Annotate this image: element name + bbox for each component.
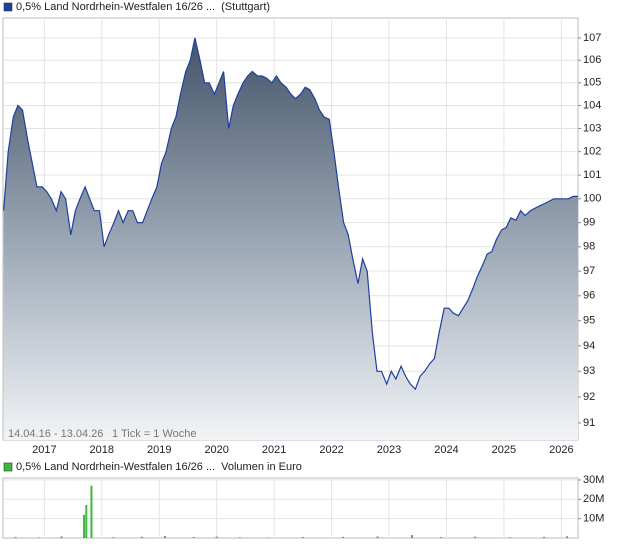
volume-bar: [508, 537, 511, 538]
x-tick-label: 2021: [262, 444, 286, 456]
price-area: [3, 37, 579, 441]
volume-bar: [439, 537, 442, 538]
y-tick-label: 107: [583, 32, 601, 44]
annotation: 1 Tick = 1 Woche: [112, 428, 196, 440]
legend-swatch: [3, 2, 13, 12]
x-tick-label: 2018: [90, 444, 114, 456]
y-tick-label: 94: [583, 340, 595, 352]
y-tick-label: 101: [583, 169, 601, 181]
x-tick-label: 2022: [319, 444, 343, 456]
volume-bar: [37, 537, 40, 538]
y-tick-label: 93: [583, 365, 595, 377]
y-tick-label: 98: [583, 241, 595, 253]
volume-bar: [192, 537, 195, 538]
x-tick-label: 2024: [434, 444, 458, 456]
x-tick-label: 2020: [204, 444, 228, 456]
volume-bar: [141, 536, 144, 538]
volume-bar: [410, 535, 413, 538]
volume-bar: [90, 485, 93, 538]
y-tick-label: 20M: [583, 493, 604, 505]
volume-bar: [82, 514, 85, 538]
legend-swatch: [3, 462, 13, 472]
volume-bar: [85, 505, 88, 538]
volume-bar: [474, 536, 477, 538]
y-tick-label: 92: [583, 391, 595, 403]
volume-bar: [215, 536, 218, 538]
legend-title: 0,5% Land Nordrhein-Westfalen 16/26 ...: [16, 1, 215, 13]
volume-bar: [14, 537, 17, 538]
volume-bar: [543, 536, 546, 538]
y-tick-label: 100: [583, 193, 601, 205]
volume-bar: [238, 537, 241, 538]
y-tick-label: 102: [583, 146, 601, 158]
y-tick-label: 91: [583, 417, 595, 429]
y-tick-label: 99: [583, 217, 595, 229]
plot-area: [2, 477, 579, 539]
x-tick-label: 2017: [32, 444, 56, 456]
volume-bar: [342, 536, 345, 538]
volume-bar: [376, 536, 379, 538]
annotation: 14.04.16 - 13.04.26: [8, 428, 103, 440]
legend-subtitle: (Stuttgart): [221, 1, 270, 13]
y-tick-label: 10M: [583, 513, 604, 525]
y-tick-label: 104: [583, 99, 601, 111]
y-tick-label: 103: [583, 122, 601, 134]
y-tick-label: 97: [583, 265, 595, 277]
y-tick-label: 105: [583, 77, 601, 89]
volume-bar: [267, 537, 270, 538]
volume-bar: [163, 536, 166, 538]
x-tick-label: 2025: [492, 444, 516, 456]
legend-subtitle: Volumen in Euro: [221, 461, 302, 473]
y-tick-label: 95: [583, 315, 595, 327]
volume-bar: [112, 537, 115, 538]
volume-bar: [566, 536, 569, 538]
x-tick-label: 2026: [549, 444, 573, 456]
price-line: [3, 37, 578, 391]
y-tick-label: 106: [583, 54, 601, 66]
legend-title: 0,5% Land Nordrhein-Westfalen 16/26 ...: [16, 461, 215, 473]
x-tick-label: 2019: [147, 444, 171, 456]
y-tick-label: 96: [583, 290, 595, 302]
x-tick-label: 2023: [377, 444, 401, 456]
y-tick-label: 30M: [583, 474, 604, 486]
volume-bar: [301, 537, 304, 538]
volume-bar: [60, 536, 63, 538]
